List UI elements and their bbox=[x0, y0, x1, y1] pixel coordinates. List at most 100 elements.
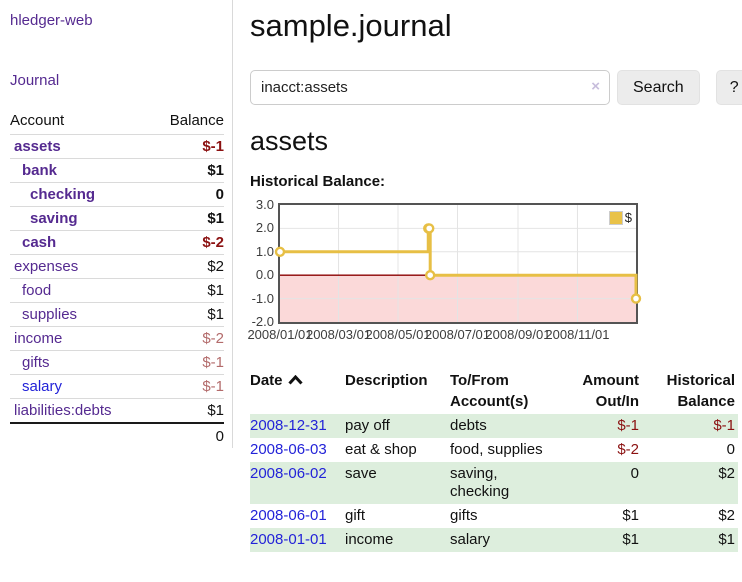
transaction-date-link[interactable]: 2008-06-02 bbox=[250, 465, 327, 482]
nav-journal-link[interactable]: Journal bbox=[10, 72, 60, 89]
sidebar-account-balance: $1 bbox=[149, 206, 224, 231]
y-axis-tick-label: 0.0 bbox=[255, 267, 274, 283]
transaction-row: 2008-01-01 income salary $1 $1 bbox=[250, 528, 738, 552]
x-axis-tick-label: 2008/05/01 bbox=[365, 327, 431, 342]
register-column-header[interactable]: Date bbox=[250, 368, 345, 414]
sidebar-account-balance: $-1 bbox=[149, 374, 224, 399]
sidebar-account-balance: $2 bbox=[149, 254, 224, 279]
y-axis-tick-label: -1.0 bbox=[251, 290, 274, 306]
sidebar-account-link[interactable]: bank bbox=[22, 162, 58, 179]
accounts-total-row: 0 bbox=[10, 422, 224, 449]
account-row: checking 0 bbox=[10, 182, 224, 207]
account-row: food $1 bbox=[10, 278, 224, 303]
sidebar-account-link[interactable]: saving bbox=[30, 210, 78, 227]
y-axis-tick-label: 2.0 bbox=[255, 220, 274, 236]
x-axis-tick-label: 2008/11/01 bbox=[545, 327, 610, 342]
transaction-date-link[interactable]: 2008-12-31 bbox=[250, 417, 327, 434]
page-title: sample.journal bbox=[250, 8, 452, 43]
accounts-total-value: 0 bbox=[149, 422, 224, 449]
data-point-marker bbox=[425, 269, 436, 281]
sidebar-account-balance: $1 bbox=[149, 398, 224, 423]
account-row: gifts $-1 bbox=[10, 350, 224, 375]
transaction-accounts: debts bbox=[450, 417, 487, 434]
transaction-accounts: saving, checking bbox=[450, 465, 510, 500]
y-axis-tick-label: 3.0 bbox=[255, 197, 274, 212]
register-column-header[interactable]: To/From Account(s) bbox=[450, 372, 529, 410]
sidebar-account-link[interactable]: assets bbox=[14, 138, 61, 155]
brand-link[interactable]: hledger-web bbox=[10, 12, 93, 29]
transaction-amount: $1 bbox=[622, 531, 639, 548]
sidebar-account-balance: $-1 bbox=[149, 350, 224, 375]
data-point-marker bbox=[424, 223, 435, 234]
register-column-header[interactable]: Amount Out/In bbox=[582, 372, 639, 410]
sidebar-account-link[interactable]: cash bbox=[22, 234, 57, 251]
accounts-header-row: Account Balance bbox=[10, 110, 224, 135]
transaction-accounts: gifts bbox=[450, 507, 478, 524]
clear-search-icon[interactable]: × bbox=[591, 78, 600, 95]
transaction-row: 2008-06-02 save saving, checking 0 $2 bbox=[250, 462, 738, 504]
transaction-description: eat & shop bbox=[345, 441, 417, 458]
accounts-table: Account Balance assets $-1 bank $1 checking 0… bbox=[10, 110, 224, 449]
transaction-amount: 0 bbox=[630, 465, 639, 482]
y-axis-tick-label: -2.0 bbox=[251, 314, 274, 329]
sidebar-account-link[interactable]: salary bbox=[22, 378, 63, 395]
sidebar-account-link[interactable]: supplies bbox=[22, 306, 78, 323]
transaction-amount: $1 bbox=[622, 507, 639, 524]
account-row: income $-2 bbox=[10, 326, 224, 351]
account-row: expenses $2 bbox=[10, 254, 224, 279]
sidebar-account-link[interactable]: liabilities:debts bbox=[14, 402, 112, 419]
x-axis-tick-label: 2008/01/01 bbox=[247, 327, 313, 342]
sidebar-account-link[interactable]: checking bbox=[30, 186, 96, 203]
account-row: cash $-2 bbox=[10, 230, 224, 255]
transaction-balance: $-1 bbox=[713, 417, 735, 434]
transaction-row: 2008-06-01 gift gifts $1 $2 bbox=[250, 504, 738, 528]
search-input[interactable] bbox=[250, 70, 610, 105]
transaction-description: pay off bbox=[345, 417, 390, 434]
register-table: Date Description To/From Account(s) Amount Ou… bbox=[250, 368, 738, 552]
transaction-date-link[interactable]: 2008-01-01 bbox=[250, 531, 327, 548]
sidebar-account-balance: 0 bbox=[149, 182, 224, 207]
transaction-description: save bbox=[345, 465, 377, 482]
y-axis-tick-label: 1.0 bbox=[255, 243, 274, 259]
transaction-balance: $1 bbox=[718, 531, 735, 548]
sidebar: hledger-web Journal Account Balance asse… bbox=[0, 0, 233, 449]
transaction-balance: $2 bbox=[718, 465, 735, 482]
chart-plot-area[interactable]: $ bbox=[274, 203, 642, 324]
sidebar-account-link[interactable]: gifts bbox=[22, 354, 50, 371]
sidebar-account-balance: $-2 bbox=[149, 230, 224, 255]
transaction-date-link[interactable]: 2008-06-03 bbox=[250, 441, 327, 458]
transaction-balance: 0 bbox=[726, 441, 735, 458]
transaction-accounts: food, supplies bbox=[450, 441, 543, 458]
transaction-accounts: salary bbox=[450, 531, 491, 548]
sort-ascending-icon bbox=[287, 375, 303, 385]
account-heading: assets bbox=[250, 126, 329, 156]
register-column-header[interactable]: Historical Balance bbox=[666, 372, 735, 410]
transaction-description: income bbox=[345, 531, 394, 548]
account-row: saving $1 bbox=[10, 206, 224, 231]
account-row: liabilities:debts $1 bbox=[10, 398, 224, 423]
sidebar-account-link[interactable]: food bbox=[22, 282, 52, 299]
transaction-date-link[interactable]: 2008-06-01 bbox=[250, 507, 327, 524]
sidebar-account-balance: $1 bbox=[149, 158, 224, 183]
chart-title: Historical Balance: bbox=[250, 173, 386, 190]
sidebar-account-balance: $1 bbox=[149, 302, 224, 327]
register-column-header[interactable]: Description bbox=[345, 372, 428, 389]
legend-series-label: $ bbox=[624, 210, 632, 225]
data-point-marker bbox=[274, 246, 286, 257]
account-row: salary $-1 bbox=[10, 374, 224, 399]
account-row: assets $-1 bbox=[10, 134, 224, 159]
x-axis-tick-label: 2008/07/01 bbox=[424, 327, 491, 342]
search-button[interactable]: Search bbox=[617, 70, 700, 105]
transaction-description: gift bbox=[345, 507, 366, 524]
chart-canvas bbox=[274, 205, 642, 322]
sidebar-account-link[interactable]: income bbox=[14, 330, 63, 347]
register-header-row: Date Description To/From Account(s) Amount Ou… bbox=[250, 368, 738, 414]
sidebar-account-link[interactable]: expenses bbox=[14, 258, 79, 275]
transaction-amount: $-1 bbox=[617, 417, 639, 434]
sidebar-account-balance: $-1 bbox=[149, 134, 224, 159]
main-content: sample.journal × Search ? assets Histori… bbox=[233, 0, 742, 552]
sidebar-account-balance: $1 bbox=[149, 278, 224, 303]
historical-balance-chart[interactable]: $ 3.0 2.0 1.0 0.0 -1.0 -2.0 2008/01/01 2008/03/… bbox=[247, 197, 742, 347]
help-button[interactable]: ? bbox=[715, 70, 742, 105]
transaction-row: 2008-06-03 eat & shop food, supplies $-2 0 bbox=[250, 438, 738, 462]
